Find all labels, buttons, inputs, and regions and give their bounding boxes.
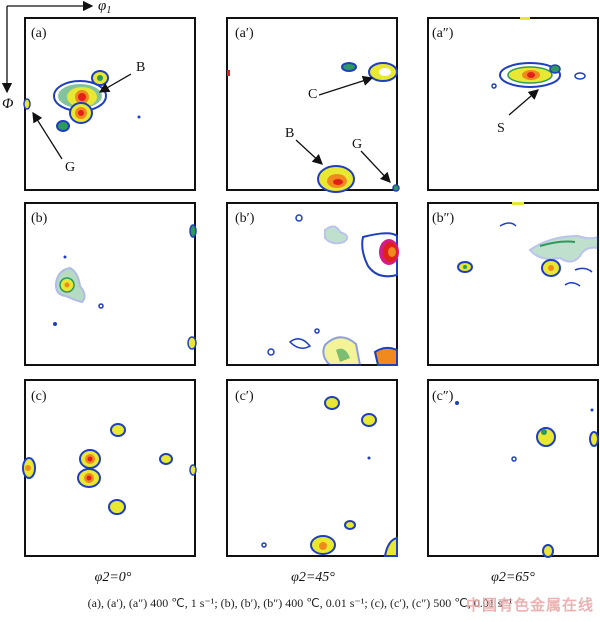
orientation-blob-cluster bbox=[457, 202, 599, 287]
column-label-phi2-65: φ2=65° bbox=[491, 570, 535, 585]
panel-b1: (b′) bbox=[226, 202, 399, 366]
panel-c1: (c′) bbox=[226, 379, 398, 557]
panel-b2: (b″) bbox=[427, 202, 599, 366]
panel-b: (b) bbox=[24, 202, 197, 366]
orientation-blob-cluster bbox=[227, 62, 400, 193]
marker-arrow-g bbox=[32, 111, 63, 160]
panel-frame bbox=[24, 202, 196, 366]
marker-label-b: B bbox=[285, 126, 294, 141]
panel-frame bbox=[24, 17, 196, 191]
marker-arrow-c bbox=[318, 75, 374, 96]
marker-arrow-b bbox=[295, 139, 323, 165]
marker-arrow-b bbox=[98, 73, 132, 93]
column-label-phi2-45: φ2=45° bbox=[291, 570, 335, 585]
panel-a2: (a″) S bbox=[427, 17, 599, 191]
panel-label: (a′) bbox=[235, 26, 254, 41]
panel-c2: (c″) bbox=[427, 379, 599, 558]
watermark: 中国有色金属在线 bbox=[465, 596, 594, 614]
axis-indicator: φ1 Φ bbox=[1, 0, 111, 112]
orientation-blob-cluster bbox=[455, 401, 599, 558]
panel-frame bbox=[24, 379, 196, 557]
phi1-axis-label: φ1 bbox=[98, 0, 111, 16]
orientation-blob-cluster bbox=[491, 17, 586, 89]
marker-arrow-g bbox=[360, 150, 391, 183]
marker-label-g: G bbox=[352, 137, 362, 152]
panel-label: (c″) bbox=[432, 389, 454, 404]
orientation-blob-cluster bbox=[53, 224, 197, 350]
marker-label-s: S bbox=[497, 121, 505, 136]
column-label-phi2-0: φ2=0° bbox=[95, 570, 132, 585]
panel-frame bbox=[226, 202, 398, 366]
panel-label: (b″) bbox=[432, 211, 454, 226]
panel-label: (b) bbox=[31, 211, 48, 226]
panel-frame bbox=[427, 379, 599, 557]
figure-caption: (a), (a′), (a″) 400 ℃, 1 s⁻¹; (b), (b′),… bbox=[87, 596, 513, 610]
orientation-blob-cluster bbox=[22, 423, 197, 515]
panel-label: (a) bbox=[31, 26, 47, 41]
marker-arrow-s bbox=[508, 89, 539, 116]
panel-label: (b′) bbox=[235, 211, 255, 226]
panel-label: (c′) bbox=[235, 389, 254, 404]
panel-a: (a) B G bbox=[23, 17, 196, 191]
panel-a1: (a′) C B G bbox=[226, 17, 400, 193]
marker-label-g: G bbox=[65, 160, 75, 175]
panel-c: (c) bbox=[22, 379, 197, 557]
orientation-blob-cluster bbox=[267, 214, 399, 366]
panel-label: (a″) bbox=[432, 26, 454, 41]
panel-frame bbox=[427, 202, 599, 366]
marker-label-c: C bbox=[308, 87, 317, 102]
panel-frame bbox=[427, 17, 599, 191]
orientation-blob-cluster bbox=[23, 70, 141, 132]
panel-frame bbox=[226, 379, 398, 557]
Phi-axis-label: Φ bbox=[2, 96, 14, 112]
orientation-blob-cluster bbox=[261, 396, 398, 557]
marker-label-b: B bbox=[136, 60, 145, 75]
panel-label: (c) bbox=[31, 389, 47, 404]
panel-frame bbox=[226, 17, 398, 191]
